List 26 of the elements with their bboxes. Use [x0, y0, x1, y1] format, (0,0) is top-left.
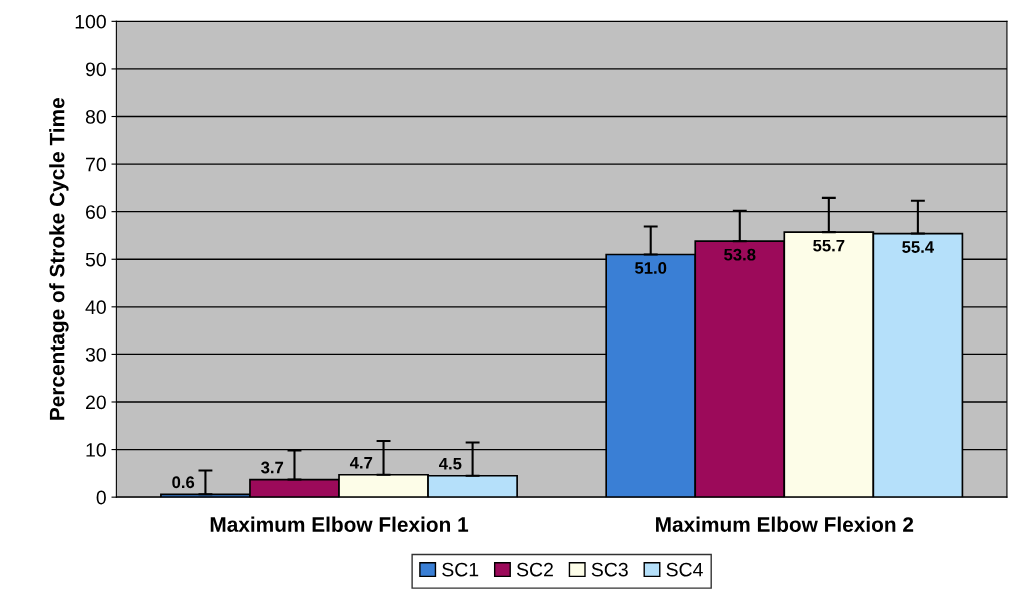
x-tick-label: Maximum Elbow Flexion 2	[656, 516, 914, 532]
y-tick-label: 90	[85, 62, 106, 77]
y-tick-label: 20	[86, 395, 106, 410]
data-label: 4.7	[349, 457, 373, 469]
data-label: 3.7	[261, 461, 284, 474]
x-tick-label: Maximum Elbow Flexion 1	[210, 516, 469, 532]
legend-label: SC4	[666, 562, 703, 577]
y-tick-label: 50	[85, 252, 106, 267]
data-label: 0.6	[172, 476, 195, 489]
y-tick-label: 70	[86, 157, 106, 172]
y-tick-label: 40	[85, 300, 106, 315]
data-label: 51.0	[635, 262, 667, 274]
y-tick-label: 80	[85, 109, 106, 124]
y-tick-label: 100	[75, 14, 106, 29]
data-label: 55.4	[902, 241, 935, 253]
legend-label: SC2	[516, 562, 553, 577]
data-label: 53.8	[724, 248, 756, 261]
y-tick-label: 0	[96, 490, 106, 505]
y-tick-label: 60	[86, 205, 106, 219]
y-axis-title: Percentage of Stroke Cycle Time	[49, 98, 69, 420]
y-tick-label: 30	[85, 347, 106, 362]
data-label: 4.5	[439, 457, 462, 470]
data-label: 55.7	[813, 239, 845, 252]
legend-label: SC3	[591, 562, 628, 577]
legend-label: SC1	[442, 562, 479, 577]
y-tick-label: 10	[86, 443, 106, 457]
